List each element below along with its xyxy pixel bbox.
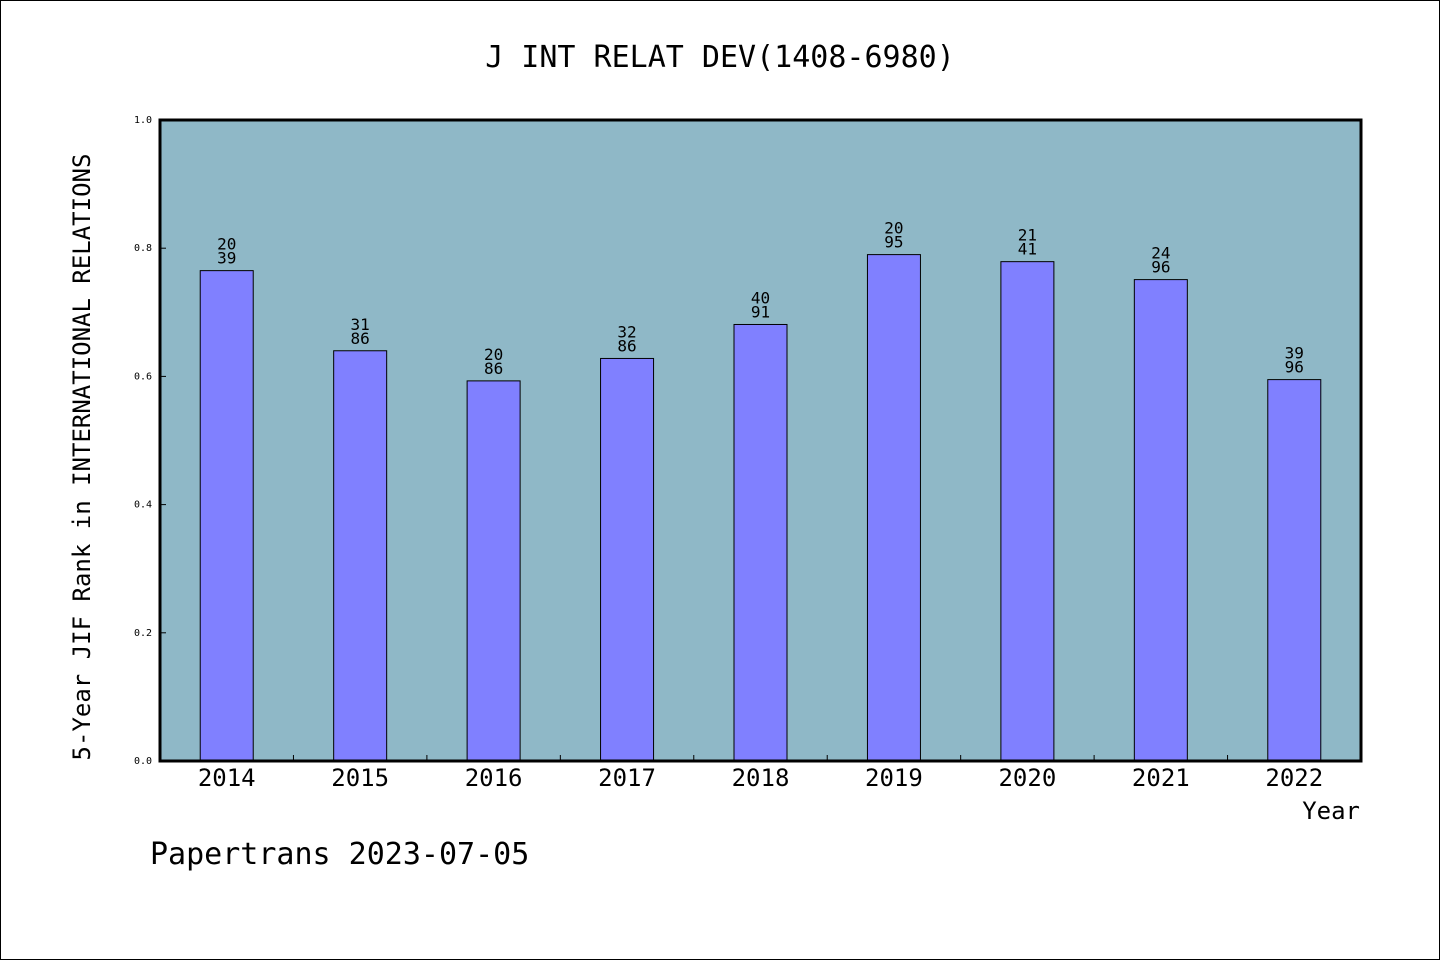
x-tick-label-2017: 2017 <box>598 764 656 792</box>
x-tick-label-2015: 2015 <box>331 764 389 792</box>
bar-2022 <box>1267 379 1322 762</box>
x-tick-label-2014: 2014 <box>198 764 256 792</box>
bar-labels-layer: 20 39 31 86 20 86 32 86 40 91 20 95 21 41 24 96 39 96 <box>217 219 1304 378</box>
bar-label-2022: 39 96 <box>1285 344 1304 377</box>
x-axis: 2014 2015 2016 2017 2018 2019 2020 2021 2022 <box>198 755 1323 792</box>
bar-label-2015: 31 86 <box>351 315 370 348</box>
y-axis-label: 5-Year JIF Rank in INTERNATIONAL RELATIO… <box>68 154 96 761</box>
y-tick-label-0.8: 0.8 <box>134 243 152 254</box>
y-tick-label-1.0: 1.0 <box>134 115 152 126</box>
y-tick-label-0.0: 0.0 <box>134 756 152 767</box>
x-axis-label: Year <box>1302 797 1360 825</box>
bar-2017 <box>600 357 655 762</box>
x-tick-label-2019: 2019 <box>865 764 923 792</box>
bar-2015 <box>333 350 388 762</box>
bar-2016 <box>466 380 521 762</box>
bar-label-2019: 20 95 <box>884 219 903 252</box>
bar-2020 <box>1000 261 1055 762</box>
footer-credit: Papertrans 2023-07-05 <box>150 837 529 872</box>
x-tick-label-2018: 2018 <box>732 764 790 792</box>
chart-title: J INT RELAT DEV(1408-6980) <box>485 40 955 75</box>
x-tick-label-2021: 2021 <box>1132 764 1190 792</box>
x-tick-label-2022: 2022 <box>1265 764 1323 792</box>
bar-label-2020: 21 41 <box>1018 226 1037 259</box>
y-tick-label-0.4: 0.4 <box>134 500 152 511</box>
bar-label-2021: 24 96 <box>1151 244 1170 277</box>
plot-border <box>158 118 1363 763</box>
y-tick-label-0.2: 0.2 <box>134 628 152 639</box>
bar-2021 <box>1133 279 1188 762</box>
bar-2019 <box>866 254 921 762</box>
bar-2018 <box>733 323 788 762</box>
bar-2014 <box>199 270 254 762</box>
x-tick-label-2016: 2016 <box>465 764 523 792</box>
bar-label-2018: 40 91 <box>751 288 770 321</box>
bars-layer <box>199 254 1322 762</box>
bar-label-2014: 20 39 <box>217 235 236 268</box>
bar-label-2016: 20 86 <box>484 345 503 378</box>
x-tick-label-2020: 2020 <box>998 764 1056 792</box>
y-tick-label-0.6: 0.6 <box>134 371 152 382</box>
bar-label-2017: 32 86 <box>617 322 636 355</box>
